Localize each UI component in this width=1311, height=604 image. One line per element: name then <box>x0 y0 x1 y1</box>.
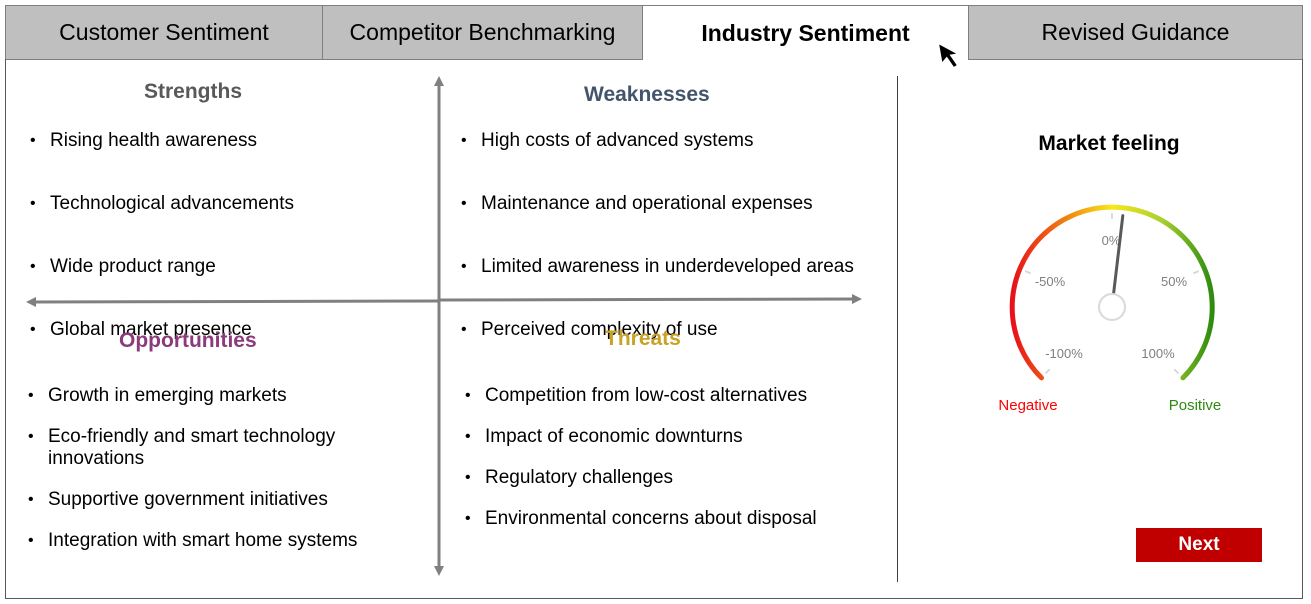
list-item: Integration with smart home systems <box>28 530 368 552</box>
list-item: Growth in emerging markets <box>28 385 368 407</box>
threats-title: Threats <box>605 327 681 350</box>
tab-competitor-benchmarking[interactable]: Competitor Benchmarking <box>322 5 643 60</box>
positive-label: Positive <box>1169 397 1222 414</box>
tab-bar: Customer Sentiment Competitor Benchmarki… <box>5 5 1303 60</box>
gauge-tick-label-neg50: -50% <box>1035 274 1066 289</box>
list-item: Environmental concerns about disposal <box>465 508 817 530</box>
list-item: Supportive government initiatives <box>28 489 368 511</box>
next-button[interactable]: Next <box>1136 528 1262 562</box>
gauge-title: Market feeling <box>1038 132 1180 155</box>
list-item: Competition from low-cost alternatives <box>465 385 817 407</box>
list-item: Eco-friendly and smart technology innova… <box>28 426 368 470</box>
strengths-list: Rising health awareness Technological adv… <box>30 130 294 341</box>
content-frame <box>5 59 1303 599</box>
tab-revised-guidance[interactable]: Revised Guidance <box>968 5 1303 60</box>
list-item: Impact of economic downturns <box>465 426 817 448</box>
list-item: Maintenance and operational expenses <box>461 193 854 215</box>
gauge-tick-label-50: 50% <box>1161 274 1187 289</box>
market-feeling-gauge: -100% -50% 0% 50% 100% Negative Positive <box>998 204 1222 414</box>
tab-customer-sentiment[interactable]: Customer Sentiment <box>5 5 323 60</box>
threats-list: Competition from low-cost alternatives Im… <box>465 385 817 530</box>
tab-industry-sentiment[interactable]: Industry Sentiment <box>642 5 969 60</box>
gauge-tick-label-neg100: -100% <box>1045 346 1083 361</box>
panel-divider <box>897 76 898 582</box>
gauge-tick-label-100: 100% <box>1141 346 1175 361</box>
gauge-tick-label-0: 0% <box>1102 233 1121 248</box>
list-item: Perceived complexity of use <box>461 319 854 341</box>
opportunities-title: Opportunities <box>119 329 257 352</box>
gauge-tick-mark <box>1192 270 1200 275</box>
mouse-cursor-icon <box>936 40 963 70</box>
opportunities-list: Growth in emerging markets Eco-friendly a… <box>28 385 368 552</box>
list-item: Wide product range <box>30 256 294 278</box>
list-item: Regulatory challenges <box>465 467 817 489</box>
list-item: High costs of advanced systems <box>461 130 854 152</box>
list-item: Technological advancements <box>30 193 294 215</box>
gauge-tick-mark <box>1173 368 1180 375</box>
gauge-arc <box>1009 204 1215 381</box>
list-item: Rising health awareness <box>30 130 294 152</box>
gauge-tick-mark <box>1044 368 1051 375</box>
weaknesses-title: Weaknesses <box>584 83 710 106</box>
gauge-tick-mark <box>1024 270 1032 275</box>
negative-label: Negative <box>998 397 1057 414</box>
list-item: Global market presence <box>30 319 294 341</box>
weaknesses-list: High costs of advanced systems Maintenanc… <box>461 130 854 341</box>
gauge-hub <box>1098 293 1126 321</box>
strengths-title: Strengths <box>144 80 243 103</box>
gauge-ticks <box>1024 213 1200 375</box>
list-item: Limited awareness in underdeveloped area… <box>461 256 854 278</box>
gauge-needle <box>1110 214 1125 309</box>
